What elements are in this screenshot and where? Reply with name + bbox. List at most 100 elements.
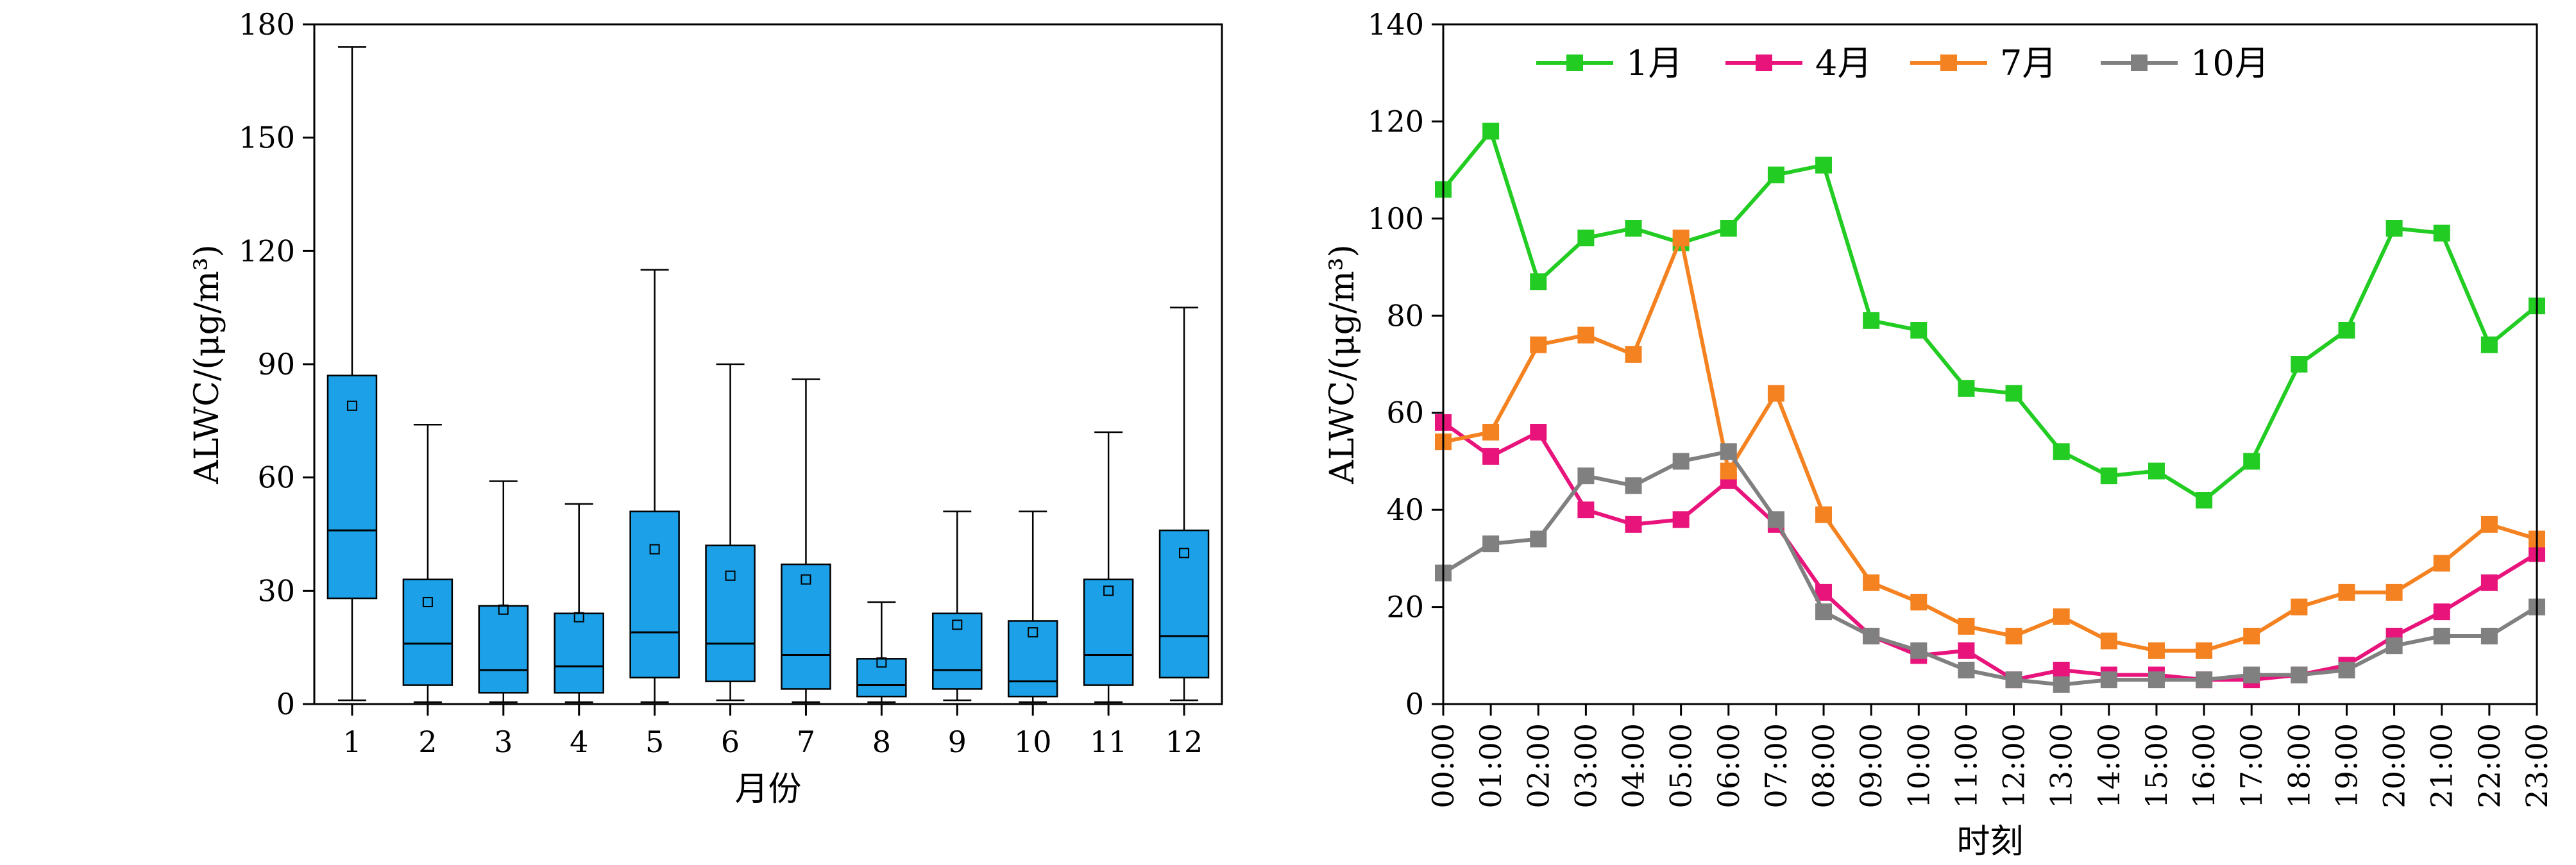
box-y-tick-label: 150 (239, 121, 295, 155)
series-point (2480, 336, 2498, 353)
line-y-tick-label: 60 (1386, 396, 1424, 430)
box-mean-marker (422, 597, 433, 607)
series-point (2243, 628, 2260, 644)
series-point (1577, 501, 1595, 519)
series-point (1720, 443, 1737, 460)
series-point (2385, 584, 2403, 601)
line-x-tick-label: 11:00 (1949, 723, 1983, 809)
box-plot-area-frame (313, 23, 1223, 705)
series-point (1482, 448, 1500, 465)
box-marks (326, 46, 1210, 703)
line-x-tick-label: 10:00 (1901, 723, 1936, 809)
series-point (1767, 385, 1784, 402)
series-point (1910, 594, 1928, 610)
box-x-tick-label: 7 (797, 725, 815, 759)
series-point (2005, 628, 2022, 644)
series-point (2100, 467, 2117, 485)
series-point (2148, 462, 2165, 480)
series-point (1625, 477, 1642, 494)
box-mean-marker (1028, 627, 1038, 638)
line-plot-area-frame (1442, 23, 2538, 705)
box-y-tick-label: 120 (239, 233, 295, 268)
legend-item-4月: 4月 (1725, 43, 1872, 83)
box-iqr (629, 510, 680, 679)
box-iqr (1007, 620, 1058, 698)
line-x-tick-label: 07:00 (1759, 723, 1793, 809)
box-9 (932, 510, 983, 701)
series-point (2480, 628, 2498, 644)
legend-marker (1566, 55, 1583, 71)
legend-marker (1756, 55, 1772, 71)
box-x-tick-label: 9 (948, 725, 967, 759)
series-point (2196, 642, 2213, 659)
series-point (2338, 322, 2355, 339)
box-iqr (856, 658, 907, 698)
legend-label: 7月 (2000, 43, 2056, 83)
series-point (1625, 220, 1642, 237)
series-point (2053, 662, 2070, 678)
box-iqr (932, 612, 983, 690)
box-mean-marker (649, 544, 660, 555)
box-x-tick-label: 4 (570, 725, 588, 759)
series-point (1625, 346, 1642, 363)
line-x-tick-label: 22:00 (2472, 723, 2507, 809)
series-point (1720, 462, 1737, 480)
series-point (1815, 506, 1833, 523)
box-mean-marker (573, 612, 584, 623)
line-y-tick-label: 140 (1368, 7, 1424, 42)
line-legend: 1月 4月 7月 10月 (1536, 43, 2269, 83)
box-mean-marker (1179, 548, 1190, 558)
series-point (1530, 424, 1547, 441)
box-iqr (1158, 529, 1210, 679)
series-point (1815, 156, 1833, 174)
box-x-axis-ticks: 1 2 3 4 5 6 7 8 9 10 11 12 (343, 704, 1203, 759)
series-point (1530, 336, 1547, 353)
line-x-tick-label: 13:00 (2044, 723, 2079, 809)
box-y-tick-label: 180 (239, 7, 295, 42)
line-x-tick-label: 18:00 (2282, 723, 2316, 809)
line-y-axis-ticks: 0 20 40 60 80 100 120 140 (1368, 7, 1443, 721)
line-x-tick-label: 21:00 (2425, 723, 2459, 809)
series-point (2053, 676, 2070, 693)
series-point (1767, 511, 1784, 528)
series-line (1442, 421, 2538, 682)
line-x-tick-label: 04:00 (1616, 723, 1651, 809)
box-iqr (705, 544, 756, 682)
series-point (2433, 628, 2450, 644)
series-point (1577, 326, 1595, 344)
series-point (1530, 273, 1547, 290)
box-4 (554, 503, 604, 703)
box-y-tick-label: 0 (276, 687, 295, 721)
box-12 (1158, 307, 1210, 701)
series-point (1910, 322, 1928, 339)
series-point (1672, 453, 1690, 470)
box-x-tick-label: 1 (343, 725, 361, 759)
series-point (1910, 642, 1928, 659)
series-point (2385, 220, 2403, 237)
legend-item-7月: 7月 (1910, 43, 2056, 83)
series-point (1625, 516, 1642, 533)
series-point (2005, 385, 2022, 402)
box-x-tick-label: 6 (721, 725, 740, 759)
line-x-axis-ticks: 00:00 01:00 02:00 03:00 04:00 05:00 06:00 07:00… (1426, 704, 2554, 809)
box-10 (1007, 510, 1058, 703)
series-4月 (1435, 414, 2545, 689)
box-1 (326, 46, 378, 701)
series-point (1815, 603, 1833, 621)
line-x-tick-label: 14:00 (2092, 723, 2126, 809)
series-point (2291, 356, 2308, 373)
series-point (2338, 662, 2355, 678)
legend-label: 10月 (2190, 43, 2269, 83)
line-x-tick-label: 17:00 (2234, 723, 2269, 809)
line-y-tick-label: 40 (1386, 492, 1424, 527)
box-iqr (1083, 578, 1134, 686)
line-x-axis-title: 时刻 (1956, 823, 2023, 861)
box-mean-marker (876, 657, 887, 668)
line-x-tick-label: 19:00 (2329, 723, 2364, 809)
series-7月 (1435, 230, 2545, 659)
box-8 (856, 601, 907, 703)
box-x-tick-label: 11 (1090, 725, 1128, 759)
series-point (2243, 453, 2260, 470)
legend-label: 4月 (1815, 43, 1872, 83)
